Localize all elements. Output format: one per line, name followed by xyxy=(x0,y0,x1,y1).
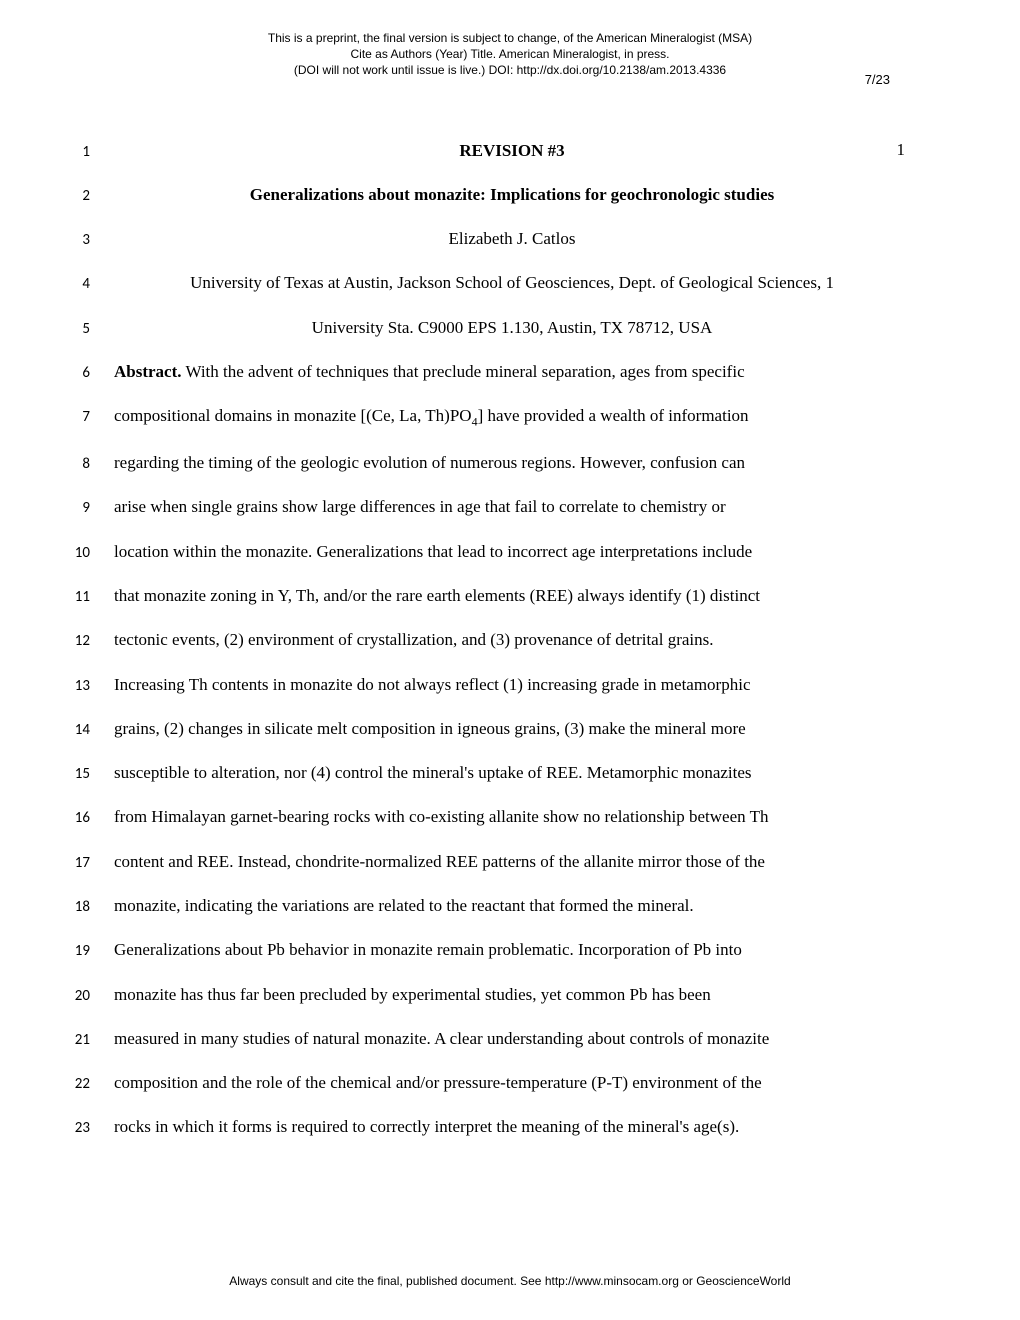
manuscript-line: 21measured in many studies of natural mo… xyxy=(70,1027,910,1051)
line-text: rocks in which it forms is required to c… xyxy=(114,1115,910,1139)
manuscript-line: 5University Sta. C9000 EPS 1.130, Austin… xyxy=(70,316,910,340)
manuscript-line: 9arise when single grains show large dif… xyxy=(70,495,910,519)
line-text: location within the monazite. Generaliza… xyxy=(114,540,910,564)
manuscript-line: 23rocks in which it forms is required to… xyxy=(70,1115,910,1139)
manuscript-line: 16from Himalayan garnet-bearing rocks wi… xyxy=(70,805,910,829)
line-number: 5 xyxy=(70,320,114,338)
line-number: 15 xyxy=(70,765,114,783)
manuscript-line: 11that monazite zoning in Y, Th, and/or … xyxy=(70,584,910,608)
line-text: content and REE. Instead, chondrite-norm… xyxy=(114,850,910,874)
line-text: Abstract. With the advent of techniques … xyxy=(114,360,910,384)
preprint-header: This is a preprint, the final version is… xyxy=(0,0,1020,79)
manuscript-line: 10location within the monazite. Generali… xyxy=(70,540,910,564)
line-number: 2 xyxy=(70,187,114,205)
manuscript-line: 4University of Texas at Austin, Jackson … xyxy=(70,271,910,295)
line-text-before-sub: compositional domains in monazite [(Ce, … xyxy=(114,406,472,425)
manuscript-line: 6Abstract. With the advent of techniques… xyxy=(70,360,910,384)
line-number: 19 xyxy=(70,942,114,960)
line-number: 13 xyxy=(70,677,114,695)
line-number: 7 xyxy=(70,408,114,426)
line-text: REVISION #3 xyxy=(114,139,910,163)
line-text: University of Texas at Austin, Jackson S… xyxy=(114,271,910,295)
line-text: tectonic events, (2) environment of crys… xyxy=(114,628,910,652)
line-text: that monazite zoning in Y, Th, and/or th… xyxy=(114,584,910,608)
line-number: 1 xyxy=(70,143,114,161)
line-number: 4 xyxy=(70,275,114,293)
manuscript-line: 2Generalizations about monazite: Implica… xyxy=(70,183,910,207)
line-number: 12 xyxy=(70,632,114,650)
page-marker: 7/23 xyxy=(865,72,890,87)
manuscript-body: 1REVISION #3 2Generalizations about monaz… xyxy=(0,79,1020,1140)
line-text: composition and the role of the chemical… xyxy=(114,1071,910,1095)
line-text-after-sub: ] have provided a wealth of information xyxy=(478,406,749,425)
manuscript-line: 1REVISION #3 xyxy=(70,139,910,163)
header-line-2: Cite as Authors (Year) Title. American M… xyxy=(0,46,1020,62)
header-line-1: This is a preprint, the final version is… xyxy=(0,30,1020,46)
line-number: 20 xyxy=(70,987,114,1005)
line-text: from Himalayan garnet-bearing rocks with… xyxy=(114,805,910,829)
line-text: regarding the timing of the geologic evo… xyxy=(114,451,910,475)
manuscript-line: 7compositional domains in monazite [(Ce,… xyxy=(70,404,910,430)
line-number: 8 xyxy=(70,455,114,473)
manuscript-line: 19Generalizations about Pb behavior in m… xyxy=(70,938,910,962)
line-text: susceptible to alteration, nor (4) contr… xyxy=(114,761,910,785)
abstract-label: Abstract. xyxy=(114,362,182,381)
manuscript-line: 13Increasing Th contents in monazite do … xyxy=(70,673,910,697)
line-text: arise when single grains show large diff… xyxy=(114,495,910,519)
manuscript-line: 8regarding the timing of the geologic ev… xyxy=(70,451,910,475)
manuscript-line: 20monazite has thus far been precluded b… xyxy=(70,983,910,1007)
page-number: 1 xyxy=(897,140,906,160)
line-number: 10 xyxy=(70,544,114,562)
line-text: Elizabeth J. Catlos xyxy=(114,227,910,251)
manuscript-line: 17content and REE. Instead, chondrite-no… xyxy=(70,850,910,874)
manuscript-line: 15susceptible to alteration, nor (4) con… xyxy=(70,761,910,785)
line-text-rest: With the advent of techniques that precl… xyxy=(182,362,745,381)
line-text: grains, (2) changes in silicate melt com… xyxy=(114,717,910,741)
line-text: monazite has thus far been precluded by … xyxy=(114,983,910,1007)
line-text: measured in many studies of natural mona… xyxy=(114,1027,910,1051)
line-number: 21 xyxy=(70,1031,114,1049)
line-number: 9 xyxy=(70,499,114,517)
line-number: 3 xyxy=(70,231,114,249)
manuscript-line: 14grains, (2) changes in silicate melt c… xyxy=(70,717,910,741)
manuscript-line: 22composition and the role of the chemic… xyxy=(70,1071,910,1095)
line-number: 17 xyxy=(70,854,114,872)
manuscript-line: 12tectonic events, (2) environment of cr… xyxy=(70,628,910,652)
line-text: Generalizations about monazite: Implicat… xyxy=(114,183,910,207)
line-text: compositional domains in monazite [(Ce, … xyxy=(114,404,910,430)
line-text: University Sta. C9000 EPS 1.130, Austin,… xyxy=(114,316,910,340)
line-text: monazite, indicating the variations are … xyxy=(114,894,910,918)
line-text: Generalizations about Pb behavior in mon… xyxy=(114,938,910,962)
line-number: 22 xyxy=(70,1075,114,1093)
line-text: Increasing Th contents in monazite do no… xyxy=(114,673,910,697)
manuscript-line: 3Elizabeth J. Catlos xyxy=(70,227,910,251)
line-number: 6 xyxy=(70,364,114,382)
footer-text: Always consult and cite the final, publi… xyxy=(0,1274,1020,1288)
line-number: 18 xyxy=(70,898,114,916)
line-number: 11 xyxy=(70,588,114,606)
line-number: 23 xyxy=(70,1119,114,1137)
line-number: 16 xyxy=(70,809,114,827)
manuscript-line: 18monazite, indicating the variations ar… xyxy=(70,894,910,918)
line-number: 14 xyxy=(70,721,114,739)
